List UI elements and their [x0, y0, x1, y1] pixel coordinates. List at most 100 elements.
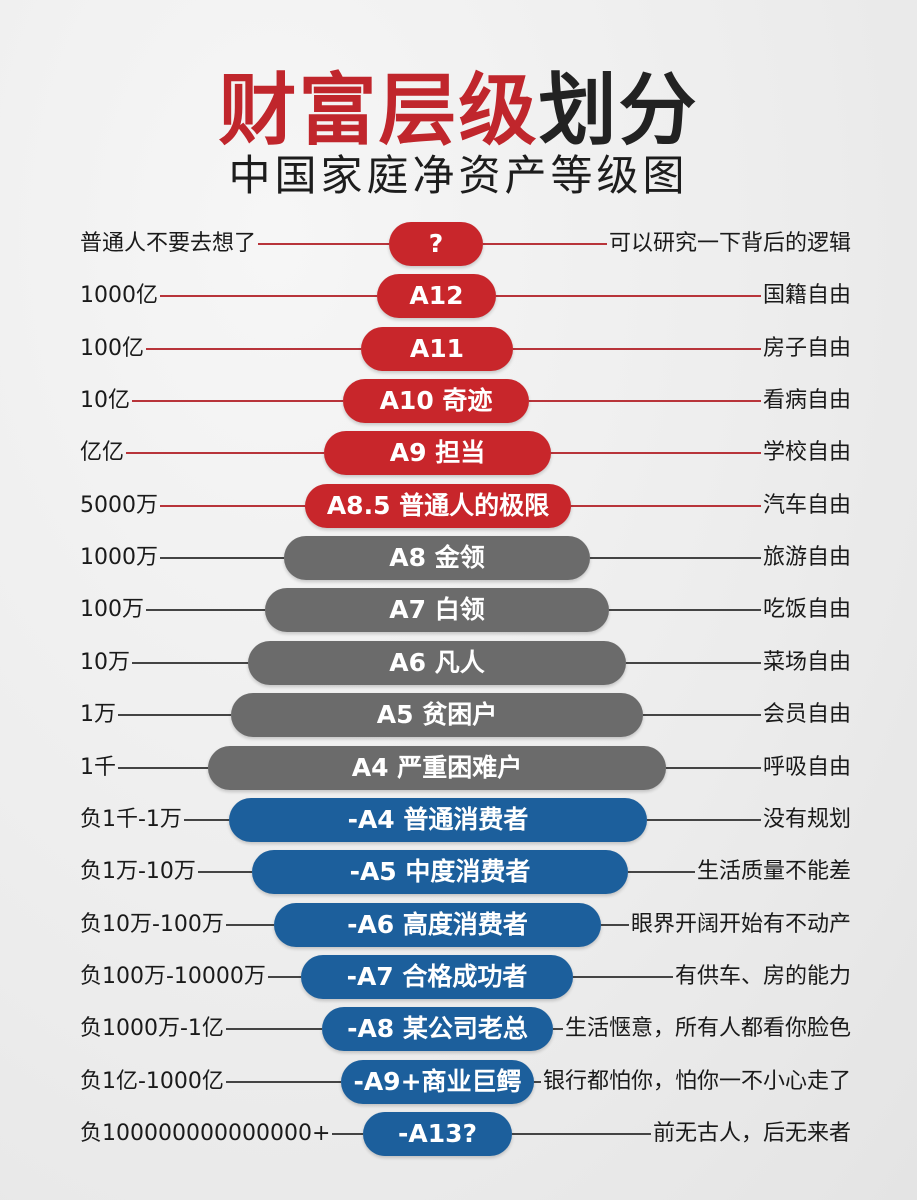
tier-pill: ?: [389, 222, 483, 266]
tier-right-connector: [496, 295, 761, 297]
tier-left-connector: [225, 1081, 341, 1083]
tier-wealth-label: 100万: [80, 597, 144, 622]
tier-right-connector: [601, 924, 629, 926]
tier-wealth-label: 负1千-1万: [80, 807, 182, 832]
tier-wealth-label: 5000万: [80, 493, 158, 518]
tier-freedom-label: 学校自由: [762, 440, 851, 465]
tier-right-connector: [571, 505, 761, 507]
tier-right-connector: [573, 976, 673, 978]
tier-freedom-label: 汽车自由: [762, 493, 851, 518]
tier-row: 1000亿 国籍自由 A12: [0, 270, 917, 322]
tier-pill: A4 严重困难户: [208, 746, 666, 790]
tier-pill: A5 贫困户: [231, 693, 643, 737]
tier-wealth-label: 100亿: [80, 336, 144, 361]
tier-row: 负100000000000000+ 前无古人，后无来者 -A13?: [0, 1108, 917, 1160]
tier-row: 负10万-100万 眼界开阔开始有不动产 -A6 高度消费者: [0, 899, 917, 951]
title-red-part: 财富层级: [218, 66, 539, 156]
tier-left-connector: [197, 871, 252, 873]
tier-freedom-label: 没有规划: [762, 807, 851, 832]
tier-pill: -A13?: [363, 1112, 512, 1156]
tier-left-connector: [146, 609, 265, 611]
tier-pill: -A4 普通消费者: [229, 798, 647, 842]
page-title: 财富层级划分: [0, 48, 917, 160]
tier-freedom-label: 眼界开阔开始有不动产: [630, 912, 851, 937]
tier-right-connector: [483, 243, 607, 245]
tier-row: 负1亿-1000亿 银行都怕你，怕你一不小心走了 -A9+商业巨鳄: [0, 1056, 917, 1108]
tier-pill: A12: [377, 274, 496, 318]
tier-pill: A7 白领: [265, 588, 609, 632]
tier-freedom-label: 旅游自由: [762, 545, 851, 570]
tier-row: 100万 吃饭自由 A7 白领: [0, 584, 917, 636]
tier-wealth-label: 负10万-100万: [80, 912, 224, 937]
tier-freedom-label: 生活质量不能差: [696, 859, 851, 884]
tier-wealth-label: 普通人不要去想了: [80, 231, 257, 256]
tier-right-connector: [628, 871, 695, 873]
tier-freedom-label: 会员自由: [762, 702, 851, 727]
tier-freedom-label: 呼吸自由: [762, 755, 851, 780]
tier-pill: A8 金领: [284, 536, 590, 580]
tier-pill: A10 奇迹: [343, 379, 529, 423]
tier-wealth-label: 1万: [80, 702, 116, 727]
tier-pill: -A7 合格成功者: [301, 955, 573, 999]
tier-right-connector: [609, 609, 761, 611]
tier-row: 负1000万-1亿 生活惬意，所有人都看你脸色 -A8 某公司老总: [0, 1003, 917, 1055]
tier-right-connector: [553, 1028, 563, 1030]
tier-wealth-label: 负1亿-1000亿: [80, 1069, 224, 1094]
tier-pill: A11: [361, 327, 513, 371]
tier-left-connector: [267, 976, 301, 978]
tier-left-connector: [183, 819, 229, 821]
tier-right-connector: [534, 1081, 541, 1083]
tier-wealth-label: 负100000000000000+: [80, 1121, 331, 1146]
tier-left-connector: [258, 243, 389, 245]
tier-right-connector: [512, 1133, 651, 1135]
tier-left-connector: [146, 348, 361, 350]
tier-wealth-label: 负1万-10万: [80, 859, 196, 884]
tier-freedom-label: 国籍自由: [762, 283, 851, 308]
tier-left-connector: [225, 1028, 322, 1030]
tier-left-connector: [160, 505, 305, 507]
tier-left-connector: [225, 924, 274, 926]
tier-row: 负100万-10000万 有供车、房的能力 -A7 合格成功者: [0, 951, 917, 1003]
tier-pill: A9 担当: [324, 431, 551, 475]
tier-wealth-label: 10亿: [80, 388, 130, 413]
tier-freedom-label: 有供车、房的能力: [674, 964, 851, 989]
tier-pill: A6 凡人: [248, 641, 626, 685]
tier-row: 1000万 旅游自由 A8 金领: [0, 532, 917, 584]
tier-row: 5000万 汽车自由 A8.5 普通人的极限: [0, 480, 917, 532]
tier-row: 100亿 房子自由 A11: [0, 323, 917, 375]
tier-freedom-label: 可以研究一下背后的逻辑: [608, 231, 851, 256]
tier-pill: -A9+商业巨鳄: [341, 1060, 534, 1104]
tier-row: 10万 菜场自由 A6 凡人: [0, 637, 917, 689]
tier-left-connector: [132, 662, 248, 664]
tier-row: 普通人不要去想了 可以研究一下背后的逻辑?: [0, 218, 917, 270]
title-dark-part: 划分: [538, 66, 699, 156]
tier-right-connector: [513, 348, 761, 350]
tier-wealth-label: 1000亿: [80, 283, 158, 308]
tier-left-connector: [118, 767, 208, 769]
tier-left-connector: [126, 452, 324, 454]
tier-freedom-label: 银行都怕你，怕你一不小心走了: [542, 1069, 851, 1094]
tier-row: 亿亿 学校自由 A9 担当: [0, 427, 917, 479]
tier-freedom-label: 看病自由: [762, 388, 851, 413]
tier-wealth-label: 亿亿: [80, 440, 125, 465]
tier-right-connector: [590, 557, 761, 559]
tier-right-connector: [643, 714, 761, 716]
tier-wealth-label: 10万: [80, 650, 130, 675]
tier-wealth-label: 1千: [80, 755, 116, 780]
tier-pill: -A8 某公司老总: [322, 1007, 553, 1051]
tier-right-connector: [551, 452, 761, 454]
tier-left-connector: [160, 295, 377, 297]
tier-freedom-label: 生活惬意，所有人都看你脸色: [564, 1016, 851, 1041]
tier-row: 1万 会员自由 A5 贫困户: [0, 689, 917, 741]
tier-freedom-label: 房子自由: [762, 336, 851, 361]
tier-freedom-label: 吃饭自由: [762, 597, 851, 622]
tier-wealth-label: 负100万-10000万: [80, 964, 266, 989]
tier-row: 1千 呼吸自由 A4 严重困难户: [0, 742, 917, 794]
tier-row: 负1万-10万 生活质量不能差 -A5 中度消费者: [0, 846, 917, 898]
tier-left-connector: [132, 400, 343, 402]
tier-right-connector: [647, 819, 761, 821]
tier-right-connector: [626, 662, 761, 664]
tier-wealth-label: 负1000万-1亿: [80, 1016, 224, 1041]
tier-row: 10亿 看病自由 A10 奇迹: [0, 375, 917, 427]
tier-right-connector: [529, 400, 761, 402]
